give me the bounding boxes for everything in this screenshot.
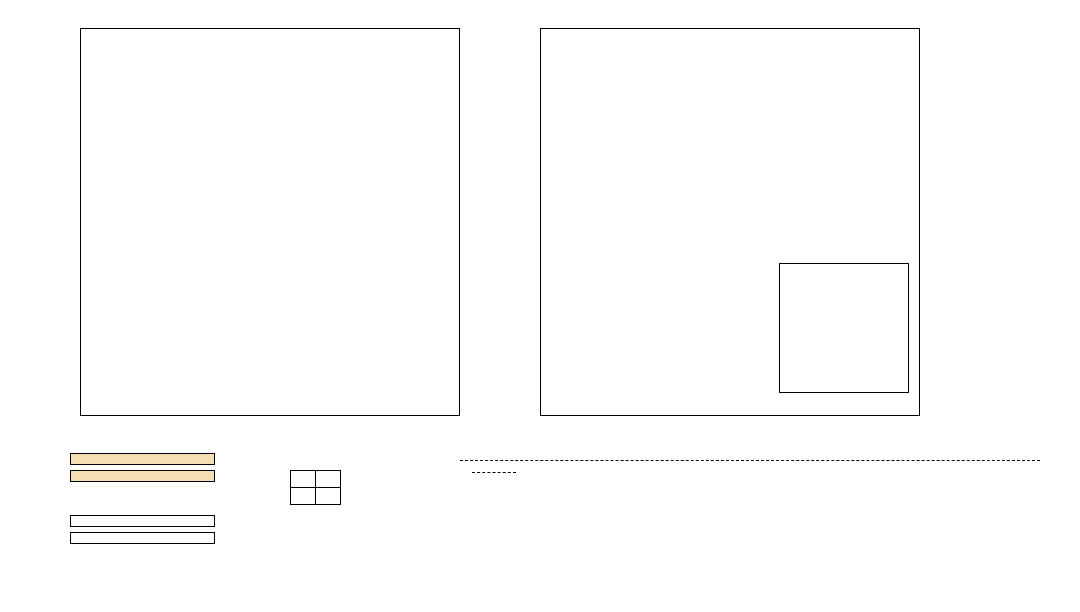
left-map — [80, 28, 460, 416]
totalrain-bar-est — [70, 515, 215, 527]
ct-cell-10 — [291, 488, 316, 505]
scatter-inset — [779, 263, 909, 393]
contingency-table — [290, 466, 341, 505]
vr-3-0 — [462, 495, 482, 499]
vr-1-1 — [484, 483, 504, 487]
vr-0-2 — [506, 477, 526, 481]
ct-cell-00 — [291, 471, 316, 488]
divider — [460, 460, 1040, 461]
vr-4-2 — [506, 501, 526, 505]
vr-1-2 — [506, 483, 526, 487]
ct-cell-11 — [316, 488, 341, 505]
right-map — [540, 28, 920, 416]
occurrence-bar-est — [70, 453, 215, 465]
vr-0-0 — [462, 477, 482, 481]
vr-3-1 — [484, 495, 504, 499]
ct-cell-01 — [316, 471, 341, 488]
validation-table — [460, 462, 528, 507]
vr-2-0 — [462, 489, 482, 493]
vr-2-2 — [506, 489, 526, 493]
vr-0-1 — [484, 477, 504, 481]
occurrence-bar-obs — [70, 470, 215, 482]
vr-2-1 — [484, 489, 504, 493]
totalrain-bar-obs — [70, 532, 215, 544]
vr-1-0 — [462, 483, 482, 487]
vr-4-0 — [462, 501, 482, 505]
vh-2 — [506, 464, 526, 468]
vr-3-2 — [506, 495, 526, 499]
vh-1 — [484, 464, 504, 468]
vr-4-1 — [484, 501, 504, 505]
